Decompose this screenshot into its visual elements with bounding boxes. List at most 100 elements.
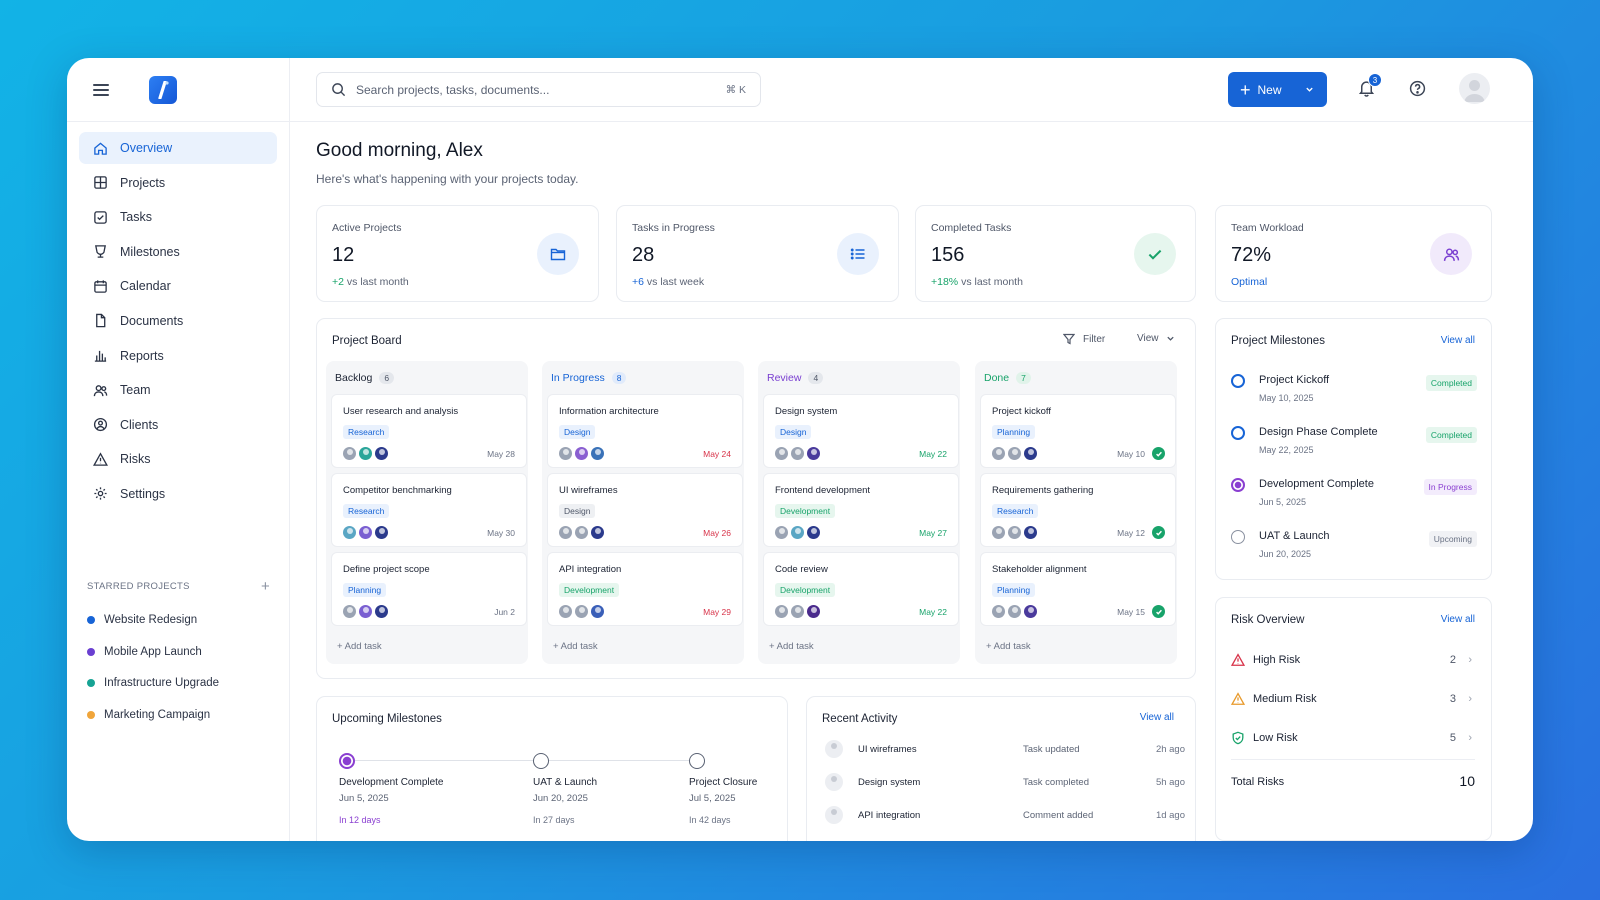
avatar xyxy=(559,526,572,539)
user-avatar[interactable] xyxy=(1459,73,1490,104)
sidebar-item-tasks[interactable]: Tasks xyxy=(79,201,277,233)
bar-chart-icon xyxy=(94,350,107,362)
risk-item-medium[interactable]: Medium Risk 3 › xyxy=(1231,689,1476,709)
add-starred-icon[interactable]: + xyxy=(260,578,270,595)
sidebar-item-risks[interactable]: Risks xyxy=(79,443,277,475)
risk-item-high[interactable]: High Risk 2 › xyxy=(1231,650,1476,670)
sidebar-item-projects[interactable]: Projects xyxy=(79,167,277,199)
sidebar: Overview Projects Tasks Milestones Calen… xyxy=(67,58,290,841)
chevron-down-icon[interactable] xyxy=(1305,85,1314,94)
task-card[interactable]: Define project scope Planning Jun 2 xyxy=(331,552,527,626)
milestone-item[interactable]: Design Phase Complete May 22, 2025 Compl… xyxy=(1231,422,1477,470)
task-card[interactable]: User research and analysis Research May … xyxy=(331,394,527,468)
milestone-item[interactable]: Development Complete Jun 5, 2025 In Prog… xyxy=(1231,474,1477,522)
plus-icon: + xyxy=(1240,79,1251,100)
task-card[interactable]: Stakeholder alignment Planning May 15 xyxy=(980,552,1176,626)
view-all-link[interactable]: View all xyxy=(1139,712,1174,723)
avatar xyxy=(775,447,788,460)
app-logo[interactable] xyxy=(149,75,177,104)
timeline-milestone-icon[interactable] xyxy=(339,753,355,769)
column-count: 8 xyxy=(611,372,627,384)
add-task-button[interactable]: + Add task xyxy=(769,641,814,652)
milestone-status-icon xyxy=(1231,426,1245,440)
avatar xyxy=(343,605,356,618)
task-title: Frontend development xyxy=(775,485,871,496)
activity-row[interactable]: UI wireframes Task updated 2h ago xyxy=(825,739,1185,759)
warning-icon xyxy=(1231,692,1245,705)
risk-item-low[interactable]: Low Risk 5 › xyxy=(1231,728,1476,748)
starred-project-label: Mobile App Launch xyxy=(104,645,202,658)
activity-row[interactable]: Design system Task completed 5h ago xyxy=(825,772,1185,792)
add-task-button[interactable]: + Add task xyxy=(337,641,382,652)
add-task-button[interactable]: + Add task xyxy=(986,641,1031,652)
checkbox-icon xyxy=(94,210,107,224)
sidebar-item-team[interactable]: Team xyxy=(79,374,277,406)
view-dropdown[interactable]: View xyxy=(1137,333,1175,344)
home-icon xyxy=(94,141,107,155)
milestone-item[interactable]: Project Kickoff May 10, 2025 Completed xyxy=(1231,370,1477,418)
sidebar-item-settings[interactable]: Settings xyxy=(79,478,277,510)
avatar xyxy=(1008,447,1021,460)
task-title: Competitor benchmarking xyxy=(343,485,452,496)
sidebar-item-calendar[interactable]: Calendar xyxy=(79,270,277,302)
sidebar-item-documents[interactable]: Documents xyxy=(79,305,277,337)
sidebar-item-milestones[interactable]: Milestones xyxy=(79,236,277,268)
view-all-link[interactable]: View all xyxy=(1440,614,1475,625)
avatar xyxy=(1024,447,1037,460)
task-card[interactable]: Code review Development May 22 xyxy=(763,552,959,626)
task-due-date: May 28 xyxy=(487,449,515,459)
starred-project-label: Infrastructure Upgrade xyxy=(104,677,220,690)
search-input[interactable]: Search projects, tasks, documents... ⌘ K xyxy=(316,72,761,107)
starred-project-item[interactable]: Marketing Campaign xyxy=(87,699,219,731)
filter-button[interactable]: Filter xyxy=(1063,333,1105,345)
avatar xyxy=(992,447,1005,460)
risk-overview-panel: Risk Overview View all High Risk 2 › Med… xyxy=(1215,597,1492,841)
task-card[interactable]: Frontend development Development May 27 xyxy=(763,473,959,547)
task-card[interactable]: API integration Development May 29 xyxy=(547,552,743,626)
sidebar-item-reports[interactable]: Reports xyxy=(79,340,277,372)
new-button[interactable]: + New xyxy=(1228,72,1327,107)
milestone-item[interactable]: UAT & Launch Jun 20, 2025 Upcoming xyxy=(1231,526,1477,574)
filter-label: Filter xyxy=(1083,333,1106,345)
sidebar-item-clients[interactable]: Clients xyxy=(79,409,277,441)
stat-card-tasks-in-progress[interactable]: Tasks in Progress 28 +6 vs last week xyxy=(616,205,899,302)
task-tag: Design xyxy=(775,425,812,439)
column-count: 6 xyxy=(379,372,395,384)
timeline-milestone-name: Project Closure xyxy=(689,777,758,788)
status-badge: Completed xyxy=(1425,375,1477,391)
sidebar-item-label: Tasks xyxy=(120,210,152,225)
timeline-milestone-icon[interactable] xyxy=(689,753,705,769)
task-card[interactable]: Competitor benchmarking Research May 30 xyxy=(331,473,527,547)
column-count: 4 xyxy=(808,372,824,384)
avatar xyxy=(825,773,843,791)
sidebar-item-overview[interactable]: Overview xyxy=(79,132,277,164)
task-card[interactable]: Design system Design May 22 xyxy=(763,394,959,468)
starred-project-item[interactable]: Website Redesign xyxy=(87,604,219,636)
task-card[interactable]: UI wireframes Design May 26 xyxy=(547,473,743,547)
task-card[interactable]: Project kickoff Planning May 10 xyxy=(980,394,1176,468)
notifications-button[interactable]: 3 xyxy=(1358,73,1382,102)
task-card[interactable]: Information architecture Design May 24 xyxy=(547,394,743,468)
avatar xyxy=(1024,605,1037,618)
milestone-date: May 22, 2025 xyxy=(1259,445,1314,455)
stat-card-completed-tasks[interactable]: Completed Tasks 156 +18% vs last month xyxy=(915,205,1196,302)
help-button[interactable] xyxy=(1409,80,1426,102)
risk-count: 3 xyxy=(1449,693,1456,705)
menu-icon[interactable] xyxy=(93,83,109,96)
starred-project-item[interactable]: Infrastructure Upgrade xyxy=(87,667,219,699)
stat-card-team-workload[interactable]: Team Workload 72% Optimal xyxy=(1215,205,1492,302)
timeline-milestone-icon[interactable] xyxy=(533,753,549,769)
assignee-avatars xyxy=(343,447,391,460)
sidebar-item-label: Documents xyxy=(120,313,184,328)
stat-label: Team Workload xyxy=(1231,222,1304,234)
starred-project-item[interactable]: Mobile App Launch xyxy=(87,636,219,668)
activity-row[interactable]: API integration Comment added 1d ago xyxy=(825,805,1185,825)
assignee-avatars xyxy=(343,526,391,539)
list-icon xyxy=(837,233,879,275)
app-window: Overview Projects Tasks Milestones Calen… xyxy=(67,58,1533,841)
task-card[interactable]: Requirements gathering Research May 12 xyxy=(980,473,1176,547)
add-task-button[interactable]: + Add task xyxy=(553,641,598,652)
avatar xyxy=(591,605,604,618)
stat-card-active-projects[interactable]: Active Projects 12 +2 vs last month xyxy=(316,205,599,302)
view-all-link[interactable]: View all xyxy=(1440,335,1475,346)
